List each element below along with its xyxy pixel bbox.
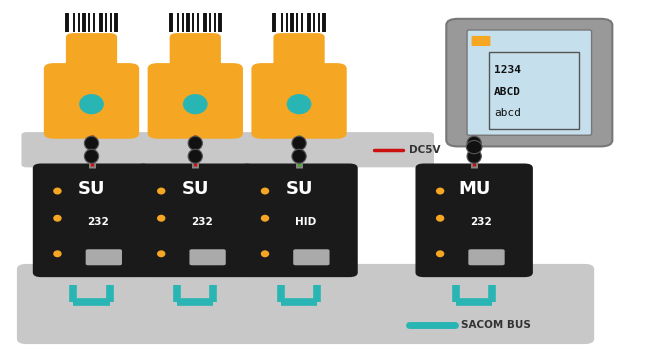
FancyBboxPatch shape xyxy=(170,33,221,76)
Text: SU: SU xyxy=(285,180,313,198)
FancyBboxPatch shape xyxy=(252,63,346,139)
Text: abcd: abcd xyxy=(494,108,521,118)
FancyBboxPatch shape xyxy=(472,36,490,46)
FancyBboxPatch shape xyxy=(240,163,358,277)
Bar xyxy=(73,63,109,74)
Ellipse shape xyxy=(79,94,104,114)
Ellipse shape xyxy=(84,149,99,163)
Text: MU: MU xyxy=(458,180,490,198)
FancyBboxPatch shape xyxy=(189,249,226,265)
Text: SACOM BUS: SACOM BUS xyxy=(462,320,531,330)
Ellipse shape xyxy=(287,94,311,114)
Ellipse shape xyxy=(467,149,481,163)
Text: ABCD: ABCD xyxy=(494,86,521,97)
FancyBboxPatch shape xyxy=(293,249,330,265)
Text: 232: 232 xyxy=(87,217,109,228)
Bar xyxy=(489,52,579,129)
FancyBboxPatch shape xyxy=(44,63,139,139)
FancyBboxPatch shape xyxy=(148,63,243,139)
FancyBboxPatch shape xyxy=(86,249,122,265)
Bar xyxy=(177,63,213,74)
Ellipse shape xyxy=(157,250,166,257)
Text: SU: SU xyxy=(181,180,209,198)
Ellipse shape xyxy=(292,136,306,150)
Ellipse shape xyxy=(436,188,445,195)
Ellipse shape xyxy=(157,188,166,195)
FancyBboxPatch shape xyxy=(32,163,150,277)
FancyBboxPatch shape xyxy=(274,33,325,76)
FancyBboxPatch shape xyxy=(447,19,612,146)
FancyBboxPatch shape xyxy=(415,163,533,277)
FancyBboxPatch shape xyxy=(469,249,504,265)
Ellipse shape xyxy=(157,215,166,222)
Text: DC5V: DC5V xyxy=(410,145,441,155)
Ellipse shape xyxy=(183,94,207,114)
Ellipse shape xyxy=(188,149,202,163)
FancyBboxPatch shape xyxy=(66,33,117,76)
Text: HID: HID xyxy=(295,217,316,228)
FancyBboxPatch shape xyxy=(467,30,592,135)
Ellipse shape xyxy=(84,136,99,150)
Text: SU: SU xyxy=(78,180,105,198)
FancyBboxPatch shape xyxy=(136,163,254,277)
Ellipse shape xyxy=(261,188,269,195)
Ellipse shape xyxy=(53,188,62,195)
Ellipse shape xyxy=(467,136,481,150)
Ellipse shape xyxy=(188,136,202,150)
FancyBboxPatch shape xyxy=(17,264,594,344)
Text: 232: 232 xyxy=(191,217,213,228)
Ellipse shape xyxy=(436,215,445,222)
Ellipse shape xyxy=(467,140,482,154)
Ellipse shape xyxy=(261,250,269,257)
FancyBboxPatch shape xyxy=(21,132,434,167)
Ellipse shape xyxy=(53,250,62,257)
Ellipse shape xyxy=(261,215,269,222)
Text: 232: 232 xyxy=(470,217,491,228)
Ellipse shape xyxy=(292,149,306,163)
Ellipse shape xyxy=(436,250,445,257)
Text: 1234: 1234 xyxy=(494,65,521,75)
Ellipse shape xyxy=(53,215,62,222)
Bar xyxy=(281,63,317,74)
